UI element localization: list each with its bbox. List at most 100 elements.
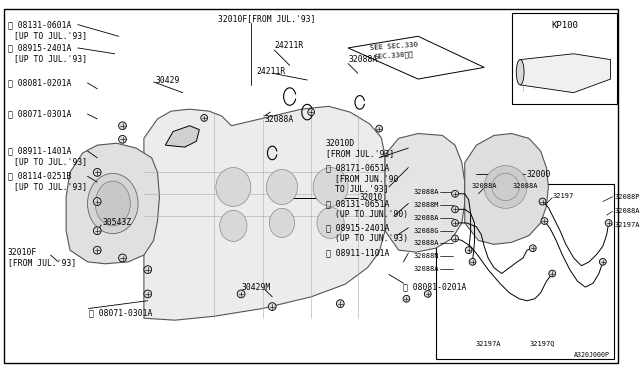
Bar [436, 184, 614, 359]
Text: 32197: 32197 [552, 193, 573, 199]
Text: Ⓝ 08911-1101A: Ⓝ 08911-1101A [326, 248, 389, 257]
Text: Ⓑ 08171-0651A: Ⓑ 08171-0651A [326, 163, 389, 172]
Ellipse shape [313, 167, 348, 206]
Circle shape [529, 245, 536, 251]
Polygon shape [66, 143, 159, 264]
Text: Ⓦ 08915-2401A: Ⓦ 08915-2401A [8, 44, 71, 52]
Ellipse shape [266, 170, 298, 205]
Ellipse shape [269, 208, 294, 238]
Text: 32197A: 32197A [476, 340, 501, 346]
Text: 32088A: 32088A [264, 115, 294, 124]
Circle shape [118, 135, 126, 143]
Text: 30429M: 30429M [241, 283, 270, 292]
Circle shape [539, 198, 546, 205]
Text: [FROM JUN.'90: [FROM JUN.'90 [335, 174, 399, 183]
Circle shape [337, 300, 344, 308]
Text: Ⓑ 08071-0301A: Ⓑ 08071-0301A [90, 308, 153, 317]
Ellipse shape [220, 210, 247, 241]
Circle shape [144, 290, 152, 298]
Circle shape [237, 290, 245, 298]
Circle shape [144, 266, 152, 273]
Circle shape [118, 254, 126, 262]
Polygon shape [348, 36, 484, 79]
Text: 32010: 32010 [360, 193, 383, 202]
Circle shape [492, 173, 519, 201]
Text: 32088A: 32088A [414, 189, 440, 195]
Text: 32088M: 32088M [414, 202, 440, 208]
Circle shape [549, 270, 556, 277]
Circle shape [403, 295, 410, 302]
Text: Ⓑ 08071-0301A: Ⓑ 08071-0301A [8, 109, 71, 119]
Text: 30543Z: 30543Z [102, 218, 131, 227]
Circle shape [118, 122, 126, 129]
Text: [UP TO JUL.'93]: [UP TO JUL.'93] [13, 157, 87, 166]
Text: SEC.330参照: SEC.330参照 [374, 51, 413, 60]
Ellipse shape [88, 173, 138, 234]
Text: 32010F[FROM JUL.'93]: 32010F[FROM JUL.'93] [218, 14, 316, 23]
Text: (UP TO JUN.'90): (UP TO JUN.'90) [335, 210, 408, 219]
Text: 32010F: 32010F [8, 248, 37, 257]
Text: [FROM JUL.'93]: [FROM JUL.'93] [8, 258, 76, 267]
Circle shape [308, 109, 314, 116]
Text: 24211R: 24211R [257, 67, 286, 76]
Circle shape [605, 219, 612, 226]
Text: Ⓝ 08911-1401A: Ⓝ 08911-1401A [8, 147, 71, 155]
Polygon shape [144, 106, 385, 320]
Text: 32000: 32000 [527, 170, 551, 179]
Text: TO JUL.'93]: TO JUL.'93] [335, 185, 389, 193]
Circle shape [465, 247, 472, 254]
Circle shape [452, 206, 458, 213]
Circle shape [268, 303, 276, 311]
Text: 32088A: 32088A [512, 183, 538, 189]
Circle shape [452, 235, 458, 242]
Circle shape [600, 259, 606, 265]
Circle shape [469, 259, 476, 265]
Text: 24211R: 24211R [274, 42, 303, 51]
Text: [FROM JUL.'93]: [FROM JUL.'93] [326, 150, 394, 158]
Polygon shape [465, 134, 548, 244]
Text: 32088A: 32088A [414, 215, 440, 221]
Text: 32088A: 32088A [414, 266, 440, 272]
Text: (UP TO JUN.'93): (UP TO JUN.'93) [335, 234, 408, 243]
Text: Ⓑ 08131-0601A: Ⓑ 08131-0601A [8, 20, 71, 29]
Text: KP100: KP100 [552, 21, 579, 30]
Text: Ⓑ 08114-0251B: Ⓑ 08114-0251B [8, 172, 71, 181]
Text: SEE SEC.330: SEE SEC.330 [369, 41, 418, 51]
Circle shape [93, 198, 101, 205]
Circle shape [201, 115, 207, 121]
Circle shape [93, 169, 101, 176]
Polygon shape [520, 54, 611, 93]
Text: 32088A: 32088A [348, 55, 378, 64]
Text: 32088G: 32088G [414, 228, 440, 234]
Text: 32088A: 32088A [614, 208, 640, 214]
Ellipse shape [216, 167, 251, 206]
Text: 32088A: 32088A [472, 183, 497, 189]
Ellipse shape [95, 181, 131, 226]
Polygon shape [165, 126, 199, 147]
Text: [UP TO JUL.'93]: [UP TO JUL.'93] [13, 54, 87, 63]
Ellipse shape [516, 60, 524, 85]
Text: 30429: 30429 [156, 76, 180, 84]
Text: Ⓑ 08081-0201A: Ⓑ 08081-0201A [8, 78, 71, 87]
Text: Ⓦ 08915-2401A: Ⓦ 08915-2401A [326, 223, 389, 232]
Text: 32088P: 32088P [614, 194, 640, 200]
Text: A320J000P: A320J000P [573, 352, 610, 358]
Text: Ⓑ 08131-0651A: Ⓑ 08131-0651A [326, 199, 389, 208]
Circle shape [452, 190, 458, 197]
Text: [UP TO JUL.'93]: [UP TO JUL.'93] [13, 183, 87, 192]
Circle shape [484, 166, 527, 208]
Text: Ⓑ 08081-0201A: Ⓑ 08081-0201A [403, 283, 467, 292]
Text: 32197A: 32197A [614, 222, 640, 228]
Circle shape [93, 227, 101, 235]
Text: 32197Q: 32197Q [530, 340, 556, 346]
Text: 32010D: 32010D [326, 139, 355, 148]
Circle shape [541, 218, 548, 224]
Bar [513, 13, 618, 104]
Text: [UP TO JUL.'93]: [UP TO JUL.'93] [13, 31, 87, 40]
Ellipse shape [317, 208, 344, 238]
Polygon shape [385, 134, 465, 252]
Text: 32088A: 32088A [414, 240, 440, 246]
Circle shape [452, 219, 458, 226]
Circle shape [424, 291, 431, 297]
Circle shape [93, 246, 101, 254]
